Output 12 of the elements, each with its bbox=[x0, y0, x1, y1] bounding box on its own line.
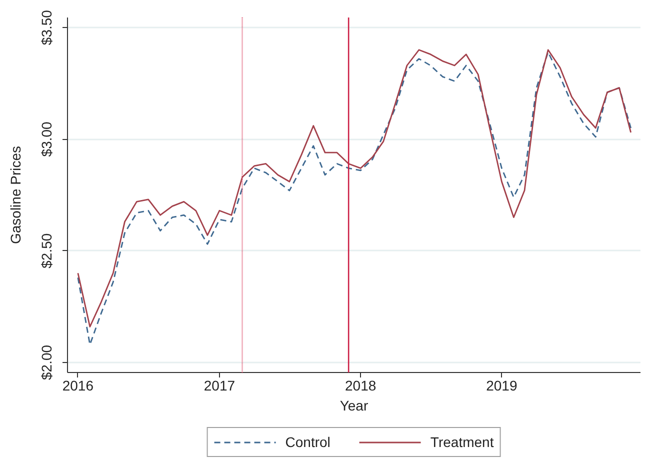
x-tick-label: 2018 bbox=[345, 378, 376, 394]
x-axis-title: Year bbox=[340, 398, 368, 414]
y-tick-label: $3.00 bbox=[38, 121, 54, 157]
legend-label: Control bbox=[285, 434, 330, 450]
y-axis-title: Gasoline Prices bbox=[8, 146, 24, 244]
x-tick-label: 2019 bbox=[486, 378, 518, 394]
y-tick-label: $2.50 bbox=[38, 233, 54, 268]
legend-label: Treatment bbox=[430, 434, 494, 450]
x-tick-label: 2017 bbox=[204, 378, 236, 394]
x-tick-label: 2016 bbox=[62, 378, 94, 394]
y-tick-label: $2.00 bbox=[38, 344, 54, 380]
y-tick-label: $3.50 bbox=[38, 10, 54, 46]
